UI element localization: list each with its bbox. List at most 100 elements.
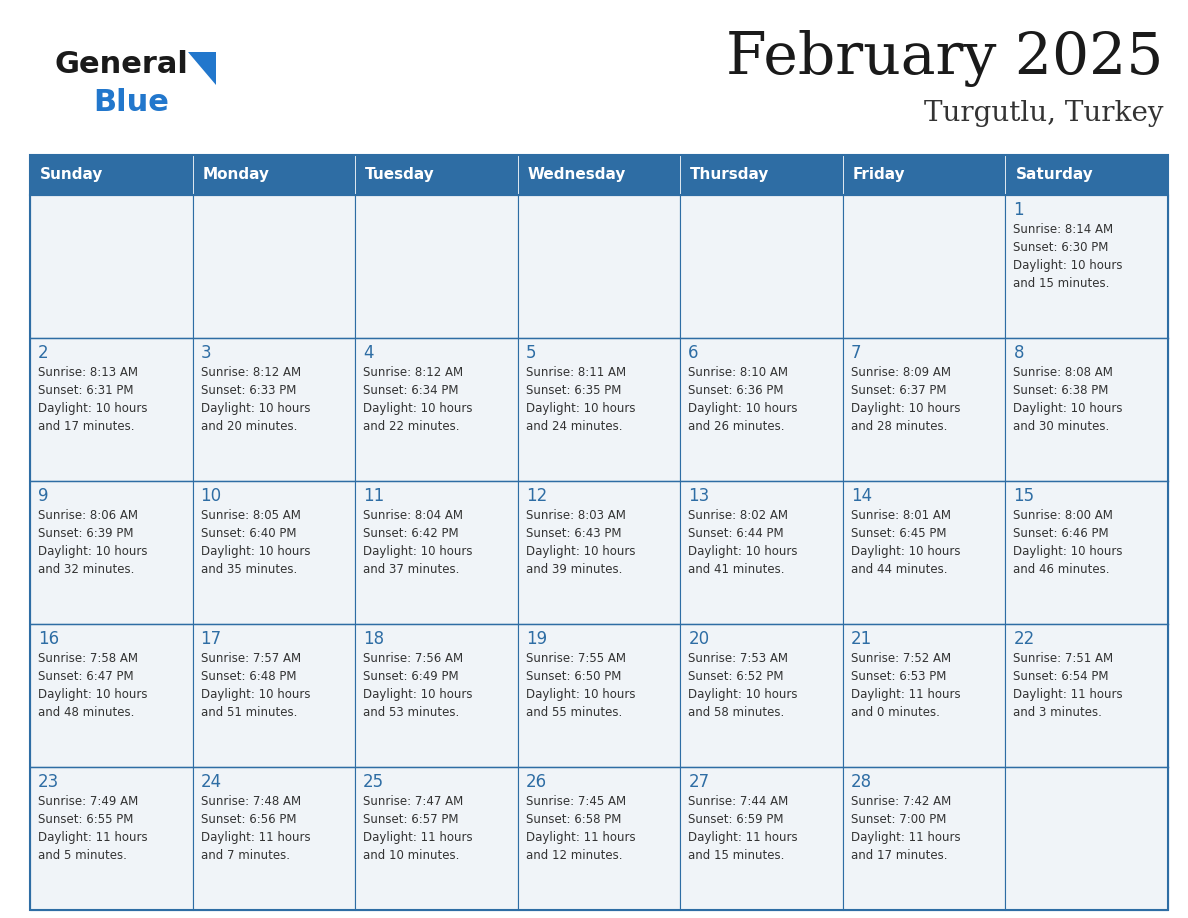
Text: February 2025: February 2025 [726, 30, 1163, 87]
Text: Daylight: 11 hours: Daylight: 11 hours [526, 831, 636, 844]
Text: Sunset: 6:34 PM: Sunset: 6:34 PM [364, 384, 459, 397]
Text: Sunday: Sunday [40, 167, 103, 183]
Text: and 22 minutes.: and 22 minutes. [364, 420, 460, 433]
Text: Sunrise: 7:45 AM: Sunrise: 7:45 AM [526, 795, 626, 808]
Polygon shape [681, 481, 842, 624]
Text: Sunrise: 8:11 AM: Sunrise: 8:11 AM [526, 366, 626, 379]
Polygon shape [192, 767, 355, 910]
Polygon shape [355, 338, 518, 481]
Text: 3: 3 [201, 344, 211, 362]
Text: and 32 minutes.: and 32 minutes. [38, 563, 134, 576]
Text: Daylight: 10 hours: Daylight: 10 hours [364, 688, 473, 701]
Text: and 53 minutes.: and 53 minutes. [364, 706, 460, 719]
Polygon shape [355, 155, 518, 195]
Text: and 0 minutes.: and 0 minutes. [851, 706, 940, 719]
Polygon shape [518, 767, 681, 910]
Text: and 37 minutes.: and 37 minutes. [364, 563, 460, 576]
Text: Friday: Friday [853, 167, 905, 183]
Text: and 20 minutes.: and 20 minutes. [201, 420, 297, 433]
Text: Sunset: 6:53 PM: Sunset: 6:53 PM [851, 670, 946, 683]
Polygon shape [518, 481, 681, 624]
Polygon shape [30, 195, 192, 338]
Polygon shape [842, 624, 1005, 767]
Text: Daylight: 11 hours: Daylight: 11 hours [851, 688, 960, 701]
Text: Sunset: 7:00 PM: Sunset: 7:00 PM [851, 813, 946, 826]
Text: 26: 26 [526, 773, 546, 791]
Text: Sunrise: 8:01 AM: Sunrise: 8:01 AM [851, 509, 950, 522]
Text: 14: 14 [851, 487, 872, 505]
Text: and 30 minutes.: and 30 minutes. [1013, 420, 1110, 433]
Text: Daylight: 10 hours: Daylight: 10 hours [1013, 402, 1123, 415]
Text: 23: 23 [38, 773, 59, 791]
Polygon shape [188, 52, 216, 85]
Text: Sunset: 6:35 PM: Sunset: 6:35 PM [526, 384, 621, 397]
Text: and 15 minutes.: and 15 minutes. [688, 849, 784, 862]
Text: Sunset: 6:42 PM: Sunset: 6:42 PM [364, 527, 459, 540]
Text: Daylight: 11 hours: Daylight: 11 hours [38, 831, 147, 844]
Text: Sunset: 6:54 PM: Sunset: 6:54 PM [1013, 670, 1108, 683]
Text: Daylight: 10 hours: Daylight: 10 hours [688, 545, 798, 558]
Text: Daylight: 10 hours: Daylight: 10 hours [201, 402, 310, 415]
Text: 19: 19 [526, 630, 546, 648]
Text: 17: 17 [201, 630, 222, 648]
Polygon shape [681, 338, 842, 481]
Polygon shape [30, 155, 192, 195]
Text: Daylight: 10 hours: Daylight: 10 hours [364, 545, 473, 558]
Text: Daylight: 10 hours: Daylight: 10 hours [526, 688, 636, 701]
Text: 25: 25 [364, 773, 384, 791]
Text: Sunrise: 7:48 AM: Sunrise: 7:48 AM [201, 795, 301, 808]
Text: Daylight: 10 hours: Daylight: 10 hours [201, 545, 310, 558]
Polygon shape [1005, 481, 1168, 624]
Text: Sunset: 6:58 PM: Sunset: 6:58 PM [526, 813, 621, 826]
Text: 24: 24 [201, 773, 222, 791]
Text: Daylight: 11 hours: Daylight: 11 hours [688, 831, 798, 844]
Polygon shape [30, 624, 192, 767]
Text: Sunrise: 8:03 AM: Sunrise: 8:03 AM [526, 509, 626, 522]
Text: Daylight: 10 hours: Daylight: 10 hours [1013, 259, 1123, 272]
Text: Sunset: 6:36 PM: Sunset: 6:36 PM [688, 384, 784, 397]
Text: Tuesday: Tuesday [365, 167, 435, 183]
Polygon shape [355, 767, 518, 910]
Text: Sunset: 6:47 PM: Sunset: 6:47 PM [38, 670, 133, 683]
Text: 5: 5 [526, 344, 536, 362]
Polygon shape [192, 481, 355, 624]
Text: Sunrise: 7:55 AM: Sunrise: 7:55 AM [526, 652, 626, 665]
Text: Sunrise: 7:47 AM: Sunrise: 7:47 AM [364, 795, 463, 808]
Text: Sunrise: 7:53 AM: Sunrise: 7:53 AM [688, 652, 789, 665]
Text: Sunrise: 7:52 AM: Sunrise: 7:52 AM [851, 652, 950, 665]
Polygon shape [192, 624, 355, 767]
Text: Daylight: 11 hours: Daylight: 11 hours [851, 831, 960, 844]
Text: 6: 6 [688, 344, 699, 362]
Text: Sunset: 6:45 PM: Sunset: 6:45 PM [851, 527, 947, 540]
Polygon shape [30, 767, 192, 910]
Polygon shape [681, 155, 842, 195]
Text: and 12 minutes.: and 12 minutes. [526, 849, 623, 862]
Text: 2: 2 [38, 344, 49, 362]
Polygon shape [1005, 624, 1168, 767]
Text: Sunrise: 8:12 AM: Sunrise: 8:12 AM [364, 366, 463, 379]
Text: 4: 4 [364, 344, 374, 362]
Text: Thursday: Thursday [690, 167, 770, 183]
Text: Sunset: 6:38 PM: Sunset: 6:38 PM [1013, 384, 1108, 397]
Text: Sunrise: 8:13 AM: Sunrise: 8:13 AM [38, 366, 138, 379]
Text: 9: 9 [38, 487, 49, 505]
Text: Daylight: 10 hours: Daylight: 10 hours [38, 402, 147, 415]
Text: Blue: Blue [93, 88, 169, 117]
Text: Sunset: 6:40 PM: Sunset: 6:40 PM [201, 527, 296, 540]
Polygon shape [355, 481, 518, 624]
Text: and 48 minutes.: and 48 minutes. [38, 706, 134, 719]
Text: and 15 minutes.: and 15 minutes. [1013, 277, 1110, 290]
Text: Daylight: 10 hours: Daylight: 10 hours [688, 688, 798, 701]
Text: 28: 28 [851, 773, 872, 791]
Text: Sunrise: 8:02 AM: Sunrise: 8:02 AM [688, 509, 789, 522]
Text: Sunset: 6:56 PM: Sunset: 6:56 PM [201, 813, 296, 826]
Polygon shape [681, 767, 842, 910]
Text: 18: 18 [364, 630, 384, 648]
Text: Sunset: 6:48 PM: Sunset: 6:48 PM [201, 670, 296, 683]
Polygon shape [355, 624, 518, 767]
Polygon shape [842, 767, 1005, 910]
Text: 16: 16 [38, 630, 59, 648]
Text: Sunrise: 8:14 AM: Sunrise: 8:14 AM [1013, 223, 1113, 236]
Polygon shape [30, 338, 192, 481]
Text: Sunset: 6:33 PM: Sunset: 6:33 PM [201, 384, 296, 397]
